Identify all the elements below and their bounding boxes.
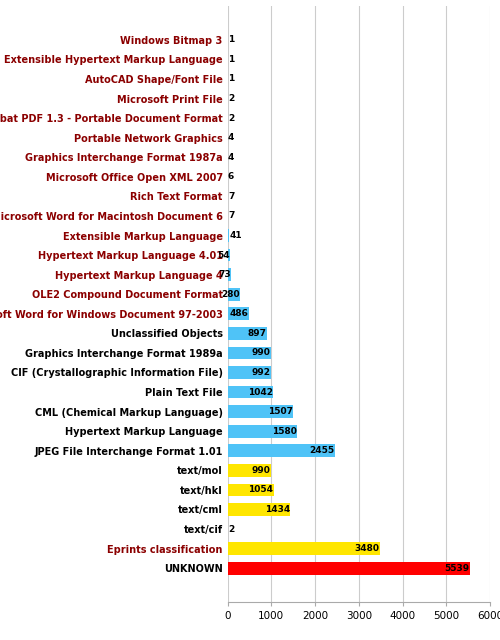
Text: 1042: 1042 xyxy=(248,388,273,397)
Text: 2: 2 xyxy=(228,94,234,103)
Bar xyxy=(228,484,274,496)
Text: 990: 990 xyxy=(252,466,270,475)
Text: 992: 992 xyxy=(252,368,271,377)
Text: 4: 4 xyxy=(228,133,234,142)
Text: 2: 2 xyxy=(228,525,234,534)
Bar xyxy=(228,464,271,477)
Bar xyxy=(228,288,240,301)
Bar xyxy=(228,503,290,516)
Bar xyxy=(228,366,271,379)
Bar xyxy=(228,327,266,340)
Text: 3480: 3480 xyxy=(354,544,380,553)
Text: 4: 4 xyxy=(228,153,234,162)
Text: 7: 7 xyxy=(228,192,234,201)
Bar xyxy=(228,542,380,555)
Bar xyxy=(228,562,470,575)
Text: 6: 6 xyxy=(228,172,234,181)
Text: 486: 486 xyxy=(230,309,248,318)
Text: 7: 7 xyxy=(228,211,234,220)
Text: 73: 73 xyxy=(218,270,230,279)
Text: 2: 2 xyxy=(228,113,234,123)
Bar xyxy=(228,268,230,281)
Text: 5539: 5539 xyxy=(444,564,469,573)
Bar xyxy=(228,405,294,418)
Text: 1: 1 xyxy=(228,74,234,83)
Bar xyxy=(228,386,273,399)
Text: 1: 1 xyxy=(228,35,234,44)
Bar xyxy=(228,425,296,438)
Text: 1580: 1580 xyxy=(272,427,296,436)
Text: 1434: 1434 xyxy=(265,505,290,514)
Bar xyxy=(228,444,335,457)
Text: 41: 41 xyxy=(230,231,242,240)
Text: 54: 54 xyxy=(217,251,230,260)
Bar xyxy=(228,347,271,359)
Bar xyxy=(228,307,249,320)
Text: 990: 990 xyxy=(252,348,270,357)
Text: 2455: 2455 xyxy=(310,446,335,455)
Text: 1054: 1054 xyxy=(248,485,274,495)
Text: 1: 1 xyxy=(228,55,234,64)
Bar xyxy=(228,249,230,261)
Text: 1507: 1507 xyxy=(268,407,293,416)
Bar xyxy=(228,229,230,242)
Text: 280: 280 xyxy=(221,290,240,299)
Text: 897: 897 xyxy=(248,329,266,338)
